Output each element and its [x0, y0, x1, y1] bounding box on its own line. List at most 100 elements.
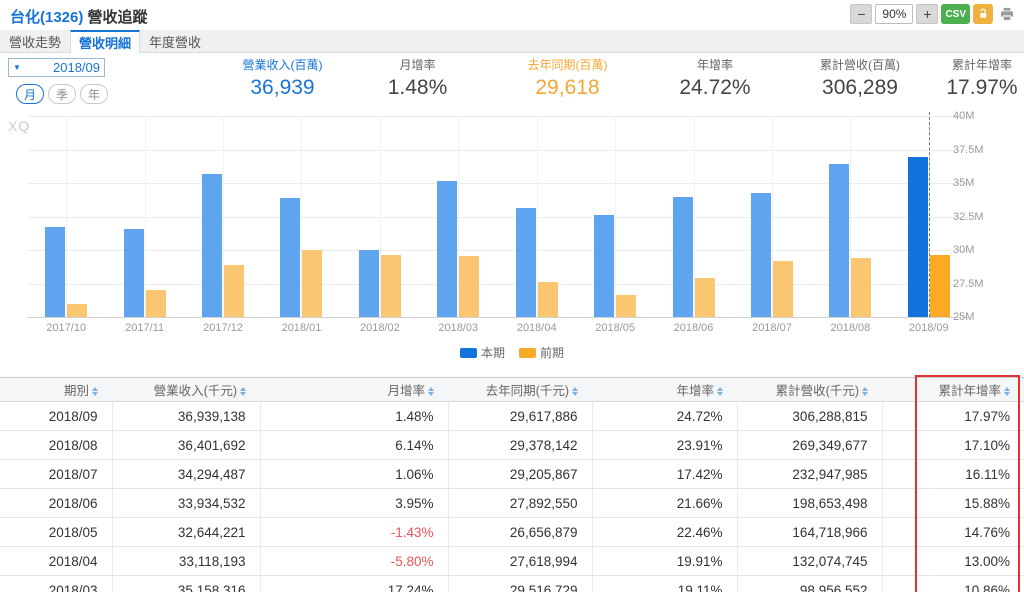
table-cell: 27,618,994: [447, 546, 592, 576]
bar-本期-2018/04[interactable]: [515, 208, 536, 317]
table-cell: 2018/03: [0, 575, 112, 592]
stat-label: 營業收入(百萬): [242, 58, 323, 72]
gridline-v: [615, 116, 617, 317]
table-cell: 29,516,729: [447, 575, 592, 592]
period-dropdown[interactable]: ▼ 2018/09: [8, 58, 105, 77]
x-axis-label: 2018/02: [359, 322, 400, 334]
bar-前期-2018/04[interactable]: [537, 281, 558, 317]
column-header-label: 去年同期(千元): [485, 384, 569, 398]
column-header-2[interactable]: 月增率: [260, 377, 448, 402]
granularity-pill-1[interactable]: 季: [48, 84, 77, 104]
zoom-out-button[interactable]: −: [850, 4, 873, 24]
stat-label: 年增率: [696, 58, 733, 72]
table-cell: 33,934,532: [111, 488, 260, 518]
granularity-pill-2[interactable]: 年: [80, 84, 109, 104]
column-header-0[interactable]: 期別: [0, 377, 112, 402]
bar-前期-2018/02[interactable]: [380, 255, 401, 317]
revenue-table-section: 期別 營業收入(千元) 月增率 去年同期(千元) 年增率 累計營收(千元) 累計年增率 20…: [0, 377, 1024, 592]
app-header: 台化(1326) 營收追蹤 − + CSV: [0, 0, 1024, 30]
stat-value: 17.97%: [946, 76, 1018, 99]
gridline-v: [536, 116, 538, 317]
sort-icon: [1004, 386, 1010, 397]
stat-2: 去年同期(百萬) 29,618: [485, 56, 650, 100]
tab-0[interactable]: 營收走勢: [8, 35, 61, 50]
x-axis-label: 2018/03: [438, 322, 479, 334]
bar-本期-2017/10[interactable]: [45, 227, 66, 317]
gridline-v: [850, 116, 852, 317]
column-header-1[interactable]: 營業收入(千元): [112, 377, 260, 402]
legend-swatch: [459, 347, 477, 358]
bar-前期-2017/10[interactable]: [67, 303, 88, 317]
tab-1[interactable]: 營收明細: [70, 30, 140, 53]
bar-前期-2018/06[interactable]: [694, 278, 715, 317]
print-button[interactable]: [996, 4, 1018, 24]
table-cell: 232,947,985: [736, 459, 882, 489]
chart-legend: 本期 前期: [0, 344, 1024, 361]
bar-本期-2018/03[interactable]: [437, 180, 458, 317]
table-row: 2018/04 33,118,193 -5.80% 27,618,994 19.91% 1…: [0, 546, 1024, 576]
stat-value: 1.48%: [387, 76, 448, 99]
y-axis-label: 32.5M: [953, 210, 984, 223]
bar-前期-2018/09[interactable]: [929, 255, 950, 317]
table-cell: 35,158,316: [111, 575, 260, 592]
page-title: 台化(1326) 營收追蹤: [10, 6, 148, 27]
column-header-5[interactable]: 累計營收(千元): [737, 377, 882, 402]
legend-item-前期[interactable]: 前期: [519, 344, 564, 361]
csv-export-button[interactable]: CSV: [941, 4, 970, 24]
bar-本期-2018/02[interactable]: [358, 250, 379, 317]
granularity-buttons: 月季年: [16, 84, 109, 104]
bar-前期-2018/03[interactable]: [459, 256, 480, 317]
table-cell: 13.00%: [881, 546, 1024, 576]
table-cell: 29,378,142: [447, 430, 592, 460]
bar-本期-2018/08[interactable]: [829, 164, 850, 317]
bar-前期-2017/12[interactable]: [224, 264, 245, 317]
zoom-in-button[interactable]: +: [916, 4, 939, 24]
granularity-pill-0[interactable]: 月: [16, 84, 45, 104]
bar-前期-2018/01[interactable]: [302, 250, 323, 317]
table-cell: 19.91%: [591, 546, 737, 576]
revenue-table: 期別 營業收入(千元) 月增率 去年同期(千元) 年增率 累計營收(千元) 累計年增率 20…: [0, 377, 1024, 592]
gridline-h: [27, 116, 968, 117]
sort-icon: [862, 386, 868, 397]
bar-本期-2017/12[interactable]: [202, 174, 223, 317]
table-cell: 3.95%: [259, 488, 448, 518]
y-axis-label: 25M: [953, 311, 975, 323]
column-header-label: 年增率: [676, 384, 714, 398]
gridline-v: [301, 116, 303, 317]
bar-本期-2018/07[interactable]: [750, 192, 771, 317]
table-cell: 269,349,677: [736, 430, 882, 460]
bar-前期-2018/07[interactable]: [772, 260, 793, 317]
zoom-level-input[interactable]: [875, 4, 914, 24]
toolbar: − + CSV: [850, 4, 1018, 24]
table-cell: 306,288,815: [736, 401, 882, 431]
xq-watermark: XQ: [8, 118, 31, 134]
bar-前期-2017/11[interactable]: [145, 290, 166, 317]
table-cell: 17.97%: [881, 401, 1024, 431]
stat-label: 累計營收(百萬): [820, 58, 900, 72]
bar-本期-2018/01[interactable]: [280, 198, 301, 317]
stat-3: 年增率 24.72%: [650, 56, 780, 100]
unlock-icon[interactable]: [973, 4, 993, 24]
table-cell: 17.10%: [881, 430, 1024, 460]
column-header-3[interactable]: 去年同期(千元): [448, 377, 592, 402]
legend-item-本期[interactable]: 本期: [459, 344, 505, 361]
y-axis-label: 27.5M: [953, 277, 984, 290]
stats-columns: 營業收入(百萬) 36,939 月增率 1.48% 去年同期(百萬) 29,618 年增率 2…: [215, 56, 1024, 100]
gridline-v: [144, 116, 146, 317]
bar-前期-2018/05[interactable]: [616, 294, 637, 317]
column-header-6[interactable]: 累計年增率: [882, 377, 1024, 402]
stat-value: 306,289: [822, 76, 898, 99]
column-header-4[interactable]: 年增率: [592, 377, 737, 402]
bar-本期-2018/09[interactable]: [907, 157, 928, 317]
sort-icon: [717, 386, 723, 397]
table-cell: 2018/07: [0, 459, 112, 489]
bar-本期-2017/11[interactable]: [123, 228, 144, 317]
x-axis-label: 2018/05: [595, 322, 636, 334]
bar-前期-2018/08[interactable]: [851, 258, 872, 317]
x-axis-label: 2018/07: [752, 322, 792, 334]
tab-2[interactable]: 年度營收: [148, 35, 201, 50]
bar-本期-2018/06[interactable]: [672, 197, 693, 317]
bar-本期-2018/05[interactable]: [594, 214, 615, 317]
table-row: 2018/07 34,294,487 1.06% 29,205,867 17.42% 23…: [0, 459, 1024, 489]
